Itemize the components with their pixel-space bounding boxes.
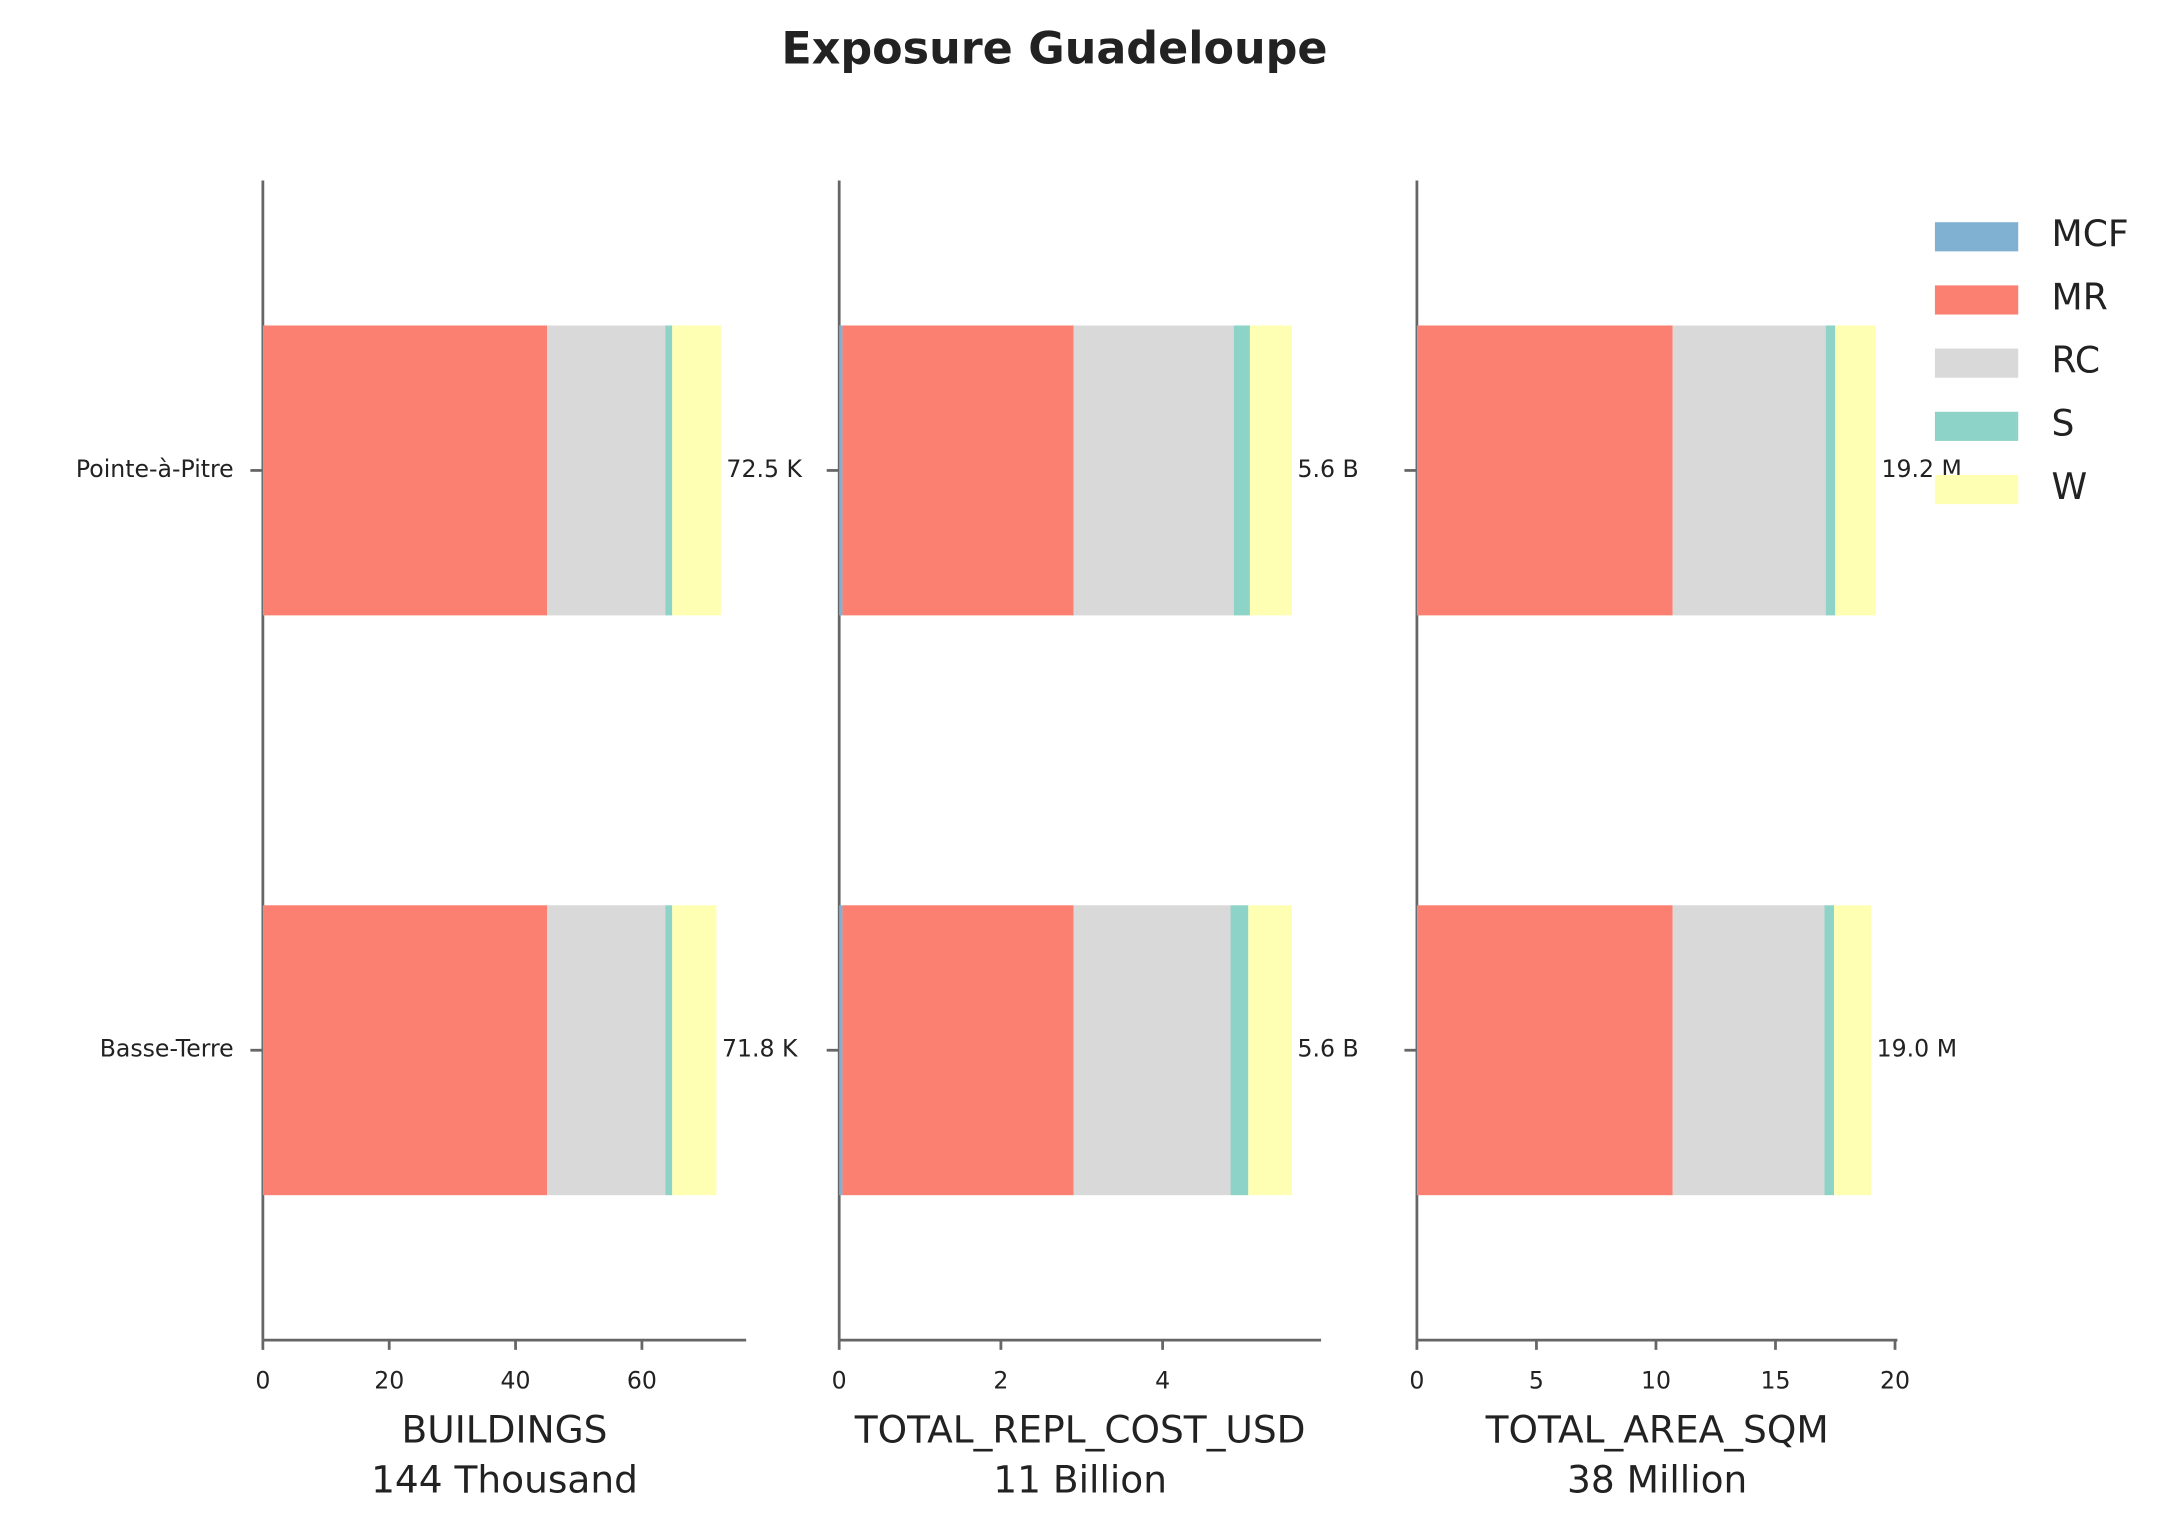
x-axis-label: TOTAL_REPL_COST_USD [854,1407,1306,1451]
x-tick-label: 40 [501,1366,531,1394]
bar-segment [1249,325,1292,616]
bar-segment [1672,325,1826,616]
y-tick-label: Basse-Terre [100,1035,234,1063]
bar-segment [1825,325,1836,616]
x-tick-label: 0 [832,1366,847,1394]
x-tick-label: 20 [1880,1366,1910,1394]
x-tick-label: 60 [627,1366,657,1394]
x-axis-subtitle: 11 Billion [993,1457,1167,1501]
bar-segment [1416,325,1419,616]
legend-label: RC [2052,338,2100,381]
bar-segment [672,325,721,616]
legend-label: MR [2052,275,2108,318]
bar-segment [842,905,1074,1196]
bar-segment [672,905,717,1196]
bar-segment [263,905,548,1196]
bar-segment [262,325,264,616]
y-tick-label: Pointe-à-Pitre [76,455,234,483]
legend-swatch [1934,411,2019,441]
bar-segment [1835,325,1876,616]
legend-swatch [1934,285,2019,315]
bar-segment [263,325,548,616]
bar-segment [665,905,673,1196]
x-axis-subtitle: 144 Thousand [371,1457,638,1501]
total-label: 71.8 K [722,1035,798,1063]
total-label: 5.6 B [1298,455,1359,483]
total-label: 72.5 K [726,455,802,483]
legend-label: S [2052,402,2075,445]
x-tick-label: 20 [374,1366,404,1394]
bar-segment [1248,905,1292,1196]
legend-swatch [1934,474,2019,505]
bar-segment [1416,905,1419,1196]
bar-segment [1233,325,1250,616]
x-tick-label: 2 [993,1366,1008,1394]
x-tick-label: 5 [1529,1366,1544,1394]
legend-label: W [2052,465,2088,508]
bar-segment [1834,905,1872,1196]
legend-swatch [1934,348,2019,378]
bar-segment [547,905,666,1196]
x-tick-label: 4 [1155,1366,1170,1394]
bar-segment [665,325,673,616]
x-axis-subtitle: 38 Million [1567,1457,1747,1501]
bar-segment [262,905,264,1196]
x-axis-label: TOTAL_AREA_SQM [1485,1407,1829,1451]
total-label: 19.0 M [1877,1035,1957,1063]
x-tick-label: 0 [1409,1366,1424,1394]
bar-segment [1418,905,1673,1196]
bar-segment [1073,905,1231,1196]
legend-swatch [1934,222,2019,252]
x-tick-label: 10 [1641,1366,1671,1394]
bar-segment [1418,325,1673,616]
total-label: 5.6 B [1298,1035,1359,1063]
bar-segment [547,325,666,616]
bar-segment [842,325,1074,616]
bar-segment [839,905,843,1196]
x-tick-label: 0 [255,1366,270,1394]
bar-segment [1672,905,1825,1196]
bar-segment [1824,905,1835,1196]
x-tick-label: 15 [1760,1366,1790,1394]
bar-segment [839,325,843,616]
legend-label: MCF [2052,212,2129,255]
bar-segment [1073,325,1234,616]
bar-segment [1230,905,1249,1196]
x-axis-label: BUILDINGS [402,1407,608,1451]
chart-title: Exposure Guadeloupe [781,23,1327,74]
